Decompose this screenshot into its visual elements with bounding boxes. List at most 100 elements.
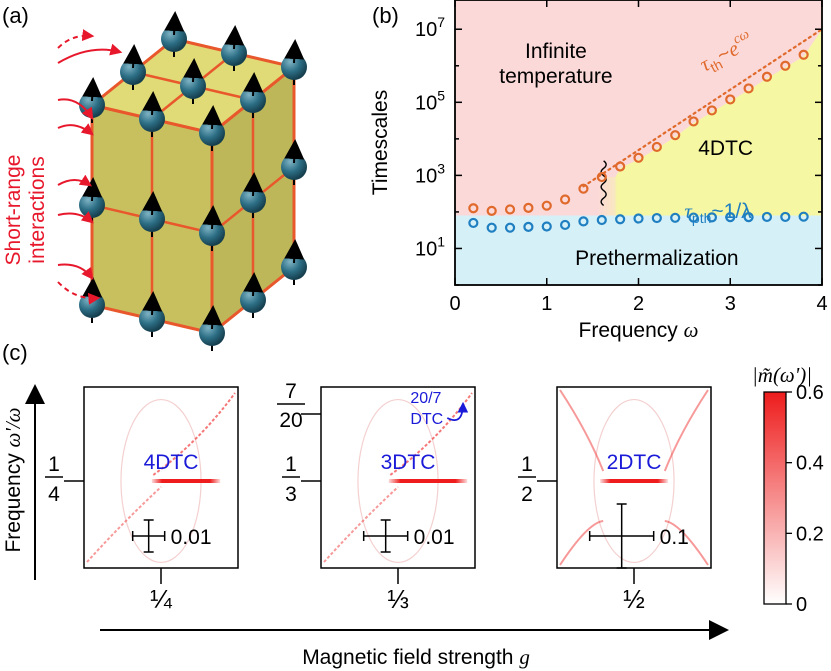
interaction-arrow [57, 211, 94, 224]
dtc-region [615, 29, 822, 216]
dtc-label: 3DTC [381, 451, 436, 474]
thermalization-point [651, 141, 662, 153]
heatmap-background [321, 387, 475, 568]
short-range-label: Short-range [2, 155, 25, 266]
thermalization-point [688, 116, 699, 127]
y-tick-base: 10 [415, 19, 437, 41]
diagonal-streak [559, 389, 605, 472]
spin-arrow [82, 77, 103, 102]
spin [240, 272, 266, 318]
x-axis-label: Magnetic field strength g [302, 645, 530, 669]
extra-dtc-label: 20/7 [410, 390, 441, 407]
spin-arrow [202, 105, 223, 130]
y-tick-label: 105 [415, 87, 445, 114]
y-tick-base: 10 [415, 92, 437, 114]
y-tick-base: 10 [415, 165, 437, 187]
thermalization-point [468, 203, 479, 214]
diagonal-streak [559, 520, 604, 566]
x-tick-label: ¼ [150, 584, 172, 614]
spin [139, 191, 165, 237]
dtc-label: 2DTC [607, 451, 662, 474]
spin-ball [240, 187, 266, 213]
thermalization-point [798, 49, 809, 60]
thermalization-point [670, 130, 681, 141]
y-tick-label: 103 [415, 160, 445, 187]
colorbar-label: |m̃(ω')| [752, 363, 812, 387]
x-tick-label: ⅓ [387, 584, 409, 614]
y-tick-numerator: 7 [285, 380, 297, 403]
spin-arrow [164, 11, 185, 36]
dtc-peak-line [600, 479, 668, 483]
tau-symbol: τ [684, 199, 693, 223]
spin [281, 139, 307, 185]
y-tick-denominator: 4 [48, 483, 60, 506]
spin-ball [240, 287, 266, 313]
extra-dtc-arrow [446, 401, 469, 422]
prethermalization-point [578, 216, 589, 227]
spin-ball [120, 59, 146, 85]
spin-ball [281, 54, 307, 80]
spin-ball [199, 320, 225, 346]
spin [161, 11, 187, 57]
spin [240, 172, 266, 218]
thermalization-point [615, 161, 626, 172]
colorbar-tick-label: 0 [796, 594, 807, 616]
dtc-peak-line [388, 479, 468, 483]
spin-ball [139, 106, 165, 132]
interaction-arrow [57, 174, 92, 187]
interaction-arrow [57, 29, 95, 49]
x-tick-label: 1 [541, 293, 552, 315]
spin [139, 291, 165, 337]
spin [120, 44, 146, 90]
y-tick-denominator: 20 [279, 409, 302, 432]
spin [199, 105, 225, 151]
tau-rhs: 1/λ [724, 200, 753, 223]
spin [240, 72, 266, 118]
diagonal-streak [389, 392, 473, 476]
x-tick-label: 3 [725, 293, 736, 315]
prethermalization-point [688, 212, 699, 223]
y-tick-exponent: 3 [437, 160, 445, 176]
prethermalization-point [468, 217, 479, 229]
heatmap-panel: 2DTC 1 2 ½ 0.1 [518, 386, 712, 614]
y-axis-label: Timescales [369, 90, 392, 195]
prethermalization-point [633, 213, 644, 224]
heatmap-background [84, 387, 238, 568]
x-axis-label-text: Frequency [579, 319, 684, 342]
y-tick-denominator: 3 [285, 483, 297, 506]
temperature-label: temperature [499, 65, 612, 88]
diagonal-streak [664, 520, 709, 566]
interaction-arrow [57, 43, 123, 64]
spin-arrow [284, 239, 305, 264]
thermalization-point [780, 60, 791, 71]
prethermalization-point [559, 219, 571, 231]
spin-arrow [284, 39, 305, 64]
heatmap-panel: 3DTC 1 3 7 20 20/7 DTC ⅓ 0.01 [277, 380, 476, 614]
spin-arrow [202, 305, 223, 330]
y-tick-label: 101 [415, 233, 445, 260]
diagonal-streak [663, 389, 709, 472]
thermalization-point [633, 152, 644, 163]
gap-squiggle [600, 160, 607, 207]
y-tick-numerator: 1 [285, 453, 297, 476]
y-tick-exponent: 5 [437, 87, 445, 103]
prethermalization-point [670, 212, 681, 223]
thermalization-point [486, 205, 497, 216]
thermalization-point [578, 183, 589, 194]
heatmap-background [557, 387, 711, 568]
prethermal-region [455, 215, 822, 285]
prethermalization-label: Prethermalization [575, 247, 738, 270]
x-axis-symbol: ω [684, 318, 699, 342]
spin [139, 91, 165, 137]
diagonal-streak [86, 486, 162, 563]
spin-arrow [183, 58, 204, 83]
panel-label-a: (a) [2, 3, 29, 28]
thermalization-point [761, 71, 773, 82]
x-tick-label: ½ [623, 584, 645, 614]
x-tick-label: 0 [449, 293, 460, 315]
heatmap-panel: 4DTC 1 4 ¼ 0.01 [45, 386, 239, 614]
prethermalization-point [706, 212, 718, 223]
dtc-peak-line [151, 479, 221, 483]
diagonal-streak [152, 392, 236, 476]
thermalization-point [706, 105, 718, 116]
